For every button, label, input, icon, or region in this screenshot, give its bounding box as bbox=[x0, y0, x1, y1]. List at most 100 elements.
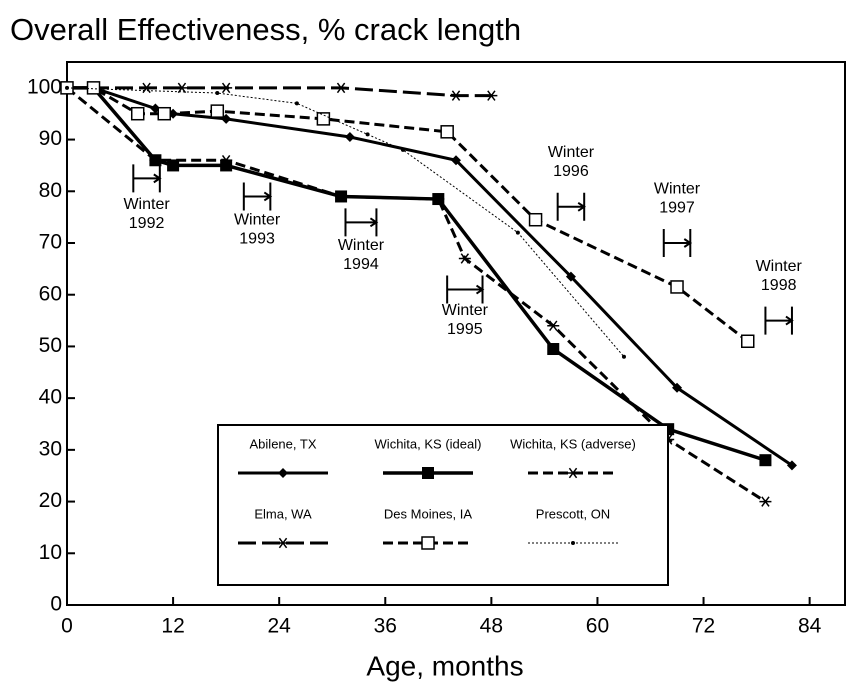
marker bbox=[528, 212, 543, 227]
legend-box bbox=[217, 424, 669, 586]
winter-label: 1998 bbox=[761, 277, 797, 294]
winter-label: Winter bbox=[123, 196, 170, 213]
x-tick-label: 48 bbox=[480, 615, 503, 638]
y-tick-label: 40 bbox=[39, 386, 62, 409]
marker bbox=[335, 191, 348, 202]
winter-label: Winter bbox=[338, 237, 385, 254]
x-tick-label: 0 bbox=[61, 615, 73, 638]
winter-label: Winter bbox=[548, 144, 595, 161]
series-line bbox=[67, 86, 793, 467]
legend-marker bbox=[278, 468, 288, 478]
legend-marker bbox=[571, 541, 575, 545]
legend-marker bbox=[422, 467, 434, 479]
winter-label: 1993 bbox=[239, 230, 275, 247]
marker bbox=[167, 159, 180, 172]
marker bbox=[365, 132, 370, 137]
winter-bracket bbox=[446, 275, 485, 304]
marker bbox=[741, 334, 755, 349]
marker bbox=[86, 81, 101, 95]
marker bbox=[432, 193, 445, 205]
marker bbox=[157, 106, 171, 121]
marker bbox=[759, 454, 772, 467]
x-tick-label: 12 bbox=[161, 615, 184, 638]
y-tick-label: 80 bbox=[39, 179, 62, 202]
series-line bbox=[66, 86, 767, 503]
legend-label: Des Moines, IA bbox=[384, 506, 472, 521]
marker bbox=[485, 90, 498, 101]
marker bbox=[149, 155, 162, 166]
winter-bracket bbox=[764, 306, 794, 335]
marker bbox=[316, 112, 331, 126]
marker bbox=[515, 230, 520, 235]
marker bbox=[547, 320, 560, 331]
marker bbox=[450, 90, 462, 101]
winter-label: 1996 bbox=[553, 163, 589, 180]
legend-label: Wichita, KS (adverse) bbox=[510, 436, 636, 451]
winter-label: Winter bbox=[756, 258, 803, 275]
marker bbox=[215, 91, 220, 96]
legend-marker bbox=[567, 467, 579, 479]
winter-bracket bbox=[344, 208, 379, 237]
marker bbox=[220, 155, 233, 166]
winter-label: 1992 bbox=[129, 215, 165, 232]
marker bbox=[175, 82, 188, 94]
legend-marker bbox=[277, 537, 289, 549]
marker bbox=[344, 131, 355, 142]
y-tick-label: 10 bbox=[39, 541, 62, 564]
marker bbox=[621, 354, 626, 359]
marker bbox=[672, 382, 683, 393]
marker bbox=[440, 125, 454, 139]
plot-frame bbox=[66, 61, 846, 606]
y-tick-label: 90 bbox=[39, 127, 62, 150]
winter-bracket bbox=[556, 192, 586, 221]
series-line bbox=[67, 86, 749, 343]
marker bbox=[670, 280, 684, 294]
x-tick-label: 60 bbox=[586, 615, 609, 638]
y-tick-label: 50 bbox=[39, 334, 62, 357]
marker bbox=[140, 82, 153, 94]
legend-label: Abilene, TX bbox=[250, 436, 317, 451]
winter-label: 1994 bbox=[343, 256, 379, 273]
marker bbox=[565, 271, 576, 282]
legend-label: Prescott, ON bbox=[536, 506, 610, 521]
marker bbox=[130, 106, 145, 121]
legend-label: Elma, WA bbox=[254, 506, 312, 521]
marker bbox=[451, 155, 461, 166]
y-tick-label: 20 bbox=[39, 489, 62, 512]
chart-title: Overall Effectiveness, % crack length bbox=[10, 12, 521, 47]
winter-label: 1997 bbox=[659, 199, 695, 216]
marker bbox=[786, 460, 797, 471]
marker bbox=[220, 82, 233, 94]
marker bbox=[335, 82, 348, 94]
y-tick-label: 70 bbox=[39, 231, 62, 254]
winter-bracket bbox=[132, 164, 162, 193]
y-tick-label: 0 bbox=[50, 593, 62, 616]
x-tick-label: 84 bbox=[798, 615, 822, 638]
legend-marker bbox=[421, 536, 435, 550]
series-line bbox=[67, 86, 492, 98]
x-tick-label: 24 bbox=[268, 615, 292, 638]
winter-label: Winter bbox=[654, 180, 701, 197]
x-tick-label: 36 bbox=[374, 615, 397, 638]
winter-label: 1995 bbox=[447, 321, 483, 338]
legend: Abilene, TX Wichita, KS (ideal) Wichita, K… bbox=[217, 424, 669, 586]
winter-bracket bbox=[242, 182, 273, 211]
marker bbox=[210, 104, 225, 118]
y-tick-label: 60 bbox=[39, 282, 62, 305]
marker bbox=[458, 253, 471, 264]
winter-label: Winter bbox=[442, 302, 489, 319]
winter-label: Winter bbox=[234, 211, 281, 228]
x-tick-label: 72 bbox=[692, 615, 715, 638]
marker bbox=[400, 147, 405, 152]
y-tick-label: 30 bbox=[39, 437, 62, 460]
marker bbox=[759, 496, 772, 507]
marker bbox=[65, 85, 69, 90]
x-axis-label: Age, months bbox=[366, 650, 523, 681]
legend-label: Wichita, KS (ideal) bbox=[375, 436, 482, 451]
marker bbox=[294, 101, 299, 106]
y-tick-label: 100 bbox=[27, 75, 62, 98]
marker bbox=[547, 343, 560, 356]
series-line bbox=[67, 86, 766, 462]
winter-bracket bbox=[662, 229, 693, 257]
